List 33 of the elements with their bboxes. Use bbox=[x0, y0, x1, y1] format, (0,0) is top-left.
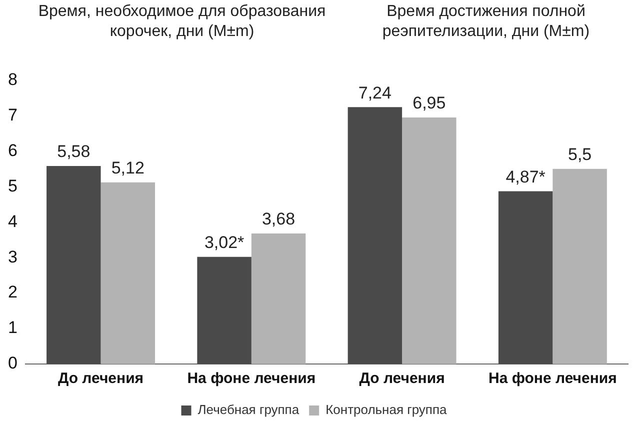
data-label: 3,02* bbox=[204, 233, 245, 252]
y-tick-label: 8 bbox=[8, 70, 18, 89]
bar bbox=[197, 256, 252, 364]
x-tick-label: До лечения bbox=[58, 370, 144, 388]
data-label: 4,87* bbox=[506, 167, 546, 186]
y-tick-label: 7 bbox=[8, 105, 18, 124]
y-tick-label: 0 bbox=[8, 354, 18, 373]
bar bbox=[402, 117, 456, 364]
y-tick-label: 3 bbox=[8, 247, 18, 266]
text: Время, необходимое для образования корочек, дни (M±m) bbox=[37, 2, 327, 42]
data-label: 5,58 bbox=[57, 142, 90, 162]
bar bbox=[552, 168, 607, 364]
bar bbox=[348, 107, 402, 364]
text: Время достижения полной реэпителизации, дни (M±m) bbox=[381, 2, 591, 42]
x-tick-label: До лечения bbox=[359, 370, 445, 388]
legend-label: Контрольная группа bbox=[326, 402, 448, 418]
y-tick-label: 5 bbox=[8, 176, 18, 196]
bar bbox=[46, 166, 101, 364]
y-tick-label: 2 bbox=[8, 282, 18, 302]
x-tick-label: На фоне лечения bbox=[187, 370, 316, 388]
data-label: 7,24 bbox=[358, 83, 392, 102]
bar bbox=[498, 191, 553, 364]
legend-label: Лечебная группа bbox=[198, 402, 300, 418]
y-tick-label: 4 bbox=[8, 212, 18, 231]
data-label: 3,68 bbox=[262, 210, 296, 229]
x-tick-label: На фоне лечения bbox=[488, 370, 617, 388]
data-label: 5,12 bbox=[111, 158, 144, 178]
bar bbox=[100, 182, 155, 364]
bar bbox=[251, 233, 306, 364]
data-label: 6,95 bbox=[412, 94, 446, 113]
data-label: 5,5 bbox=[568, 145, 592, 164]
y-tick-label: 1 bbox=[8, 318, 18, 338]
y-tick-label: 6 bbox=[8, 140, 18, 160]
